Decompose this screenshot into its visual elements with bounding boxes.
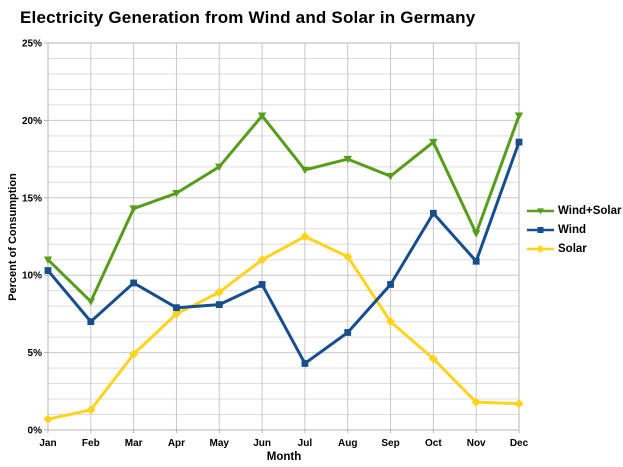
diamond-marker — [514, 399, 524, 409]
y-tick-label: 25% — [22, 39, 42, 50]
square-marker — [44, 267, 52, 274]
triangle-down-marker — [215, 163, 224, 172]
series-line-wind-solar — [46, 114, 521, 304]
triangle-down-legend-icon — [527, 208, 554, 215]
diamond-marker — [129, 349, 139, 359]
triangle-down-marker — [471, 230, 481, 238]
triangle-down-marker — [343, 155, 352, 164]
legend-label: Wind — [558, 224, 586, 236]
diamond-marker — [471, 397, 481, 407]
y-tick-label: 0% — [28, 426, 43, 437]
y-tick-label: 5% — [28, 348, 43, 359]
triangle-down-marker — [172, 189, 181, 198]
x-tick-label: Sep — [381, 438, 399, 449]
chart-legend: Wind+Solar Wind Solar — [527, 203, 621, 257]
x-axis-title: Month — [266, 451, 302, 463]
diamond-marker — [43, 414, 53, 424]
legend-label: Solar — [558, 243, 587, 255]
triangle-down-marker — [257, 112, 267, 120]
x-tick-label: Oct — [425, 438, 442, 449]
y-tick-label: 10% — [22, 271, 42, 282]
y-tick-label: 15% — [22, 193, 42, 204]
x-tick-label: Jun — [253, 438, 271, 449]
x-tick-label: Nov — [467, 438, 486, 449]
square-marker — [258, 281, 266, 288]
plot-border — [47, 42, 520, 431]
x-tick-label: Apr — [168, 438, 185, 449]
diamond-marker — [214, 287, 224, 297]
y-tick-label: 20% — [22, 116, 42, 127]
square-marker — [344, 329, 352, 336]
x-tick-label: Mar — [125, 438, 143, 449]
triangle-down-marker — [514, 112, 524, 120]
triangle-down-marker — [129, 205, 138, 213]
diamond-legend-icon — [527, 245, 554, 253]
series-line-solar — [46, 235, 521, 421]
square-marker — [215, 301, 223, 309]
diamond-marker — [428, 354, 438, 364]
x-tick-label: May — [210, 438, 230, 449]
square-legend-icon — [527, 227, 554, 233]
square-marker — [515, 138, 523, 146]
triangle-down-marker — [429, 138, 438, 147]
chart-title: Electricity Generation from Wind and Sol… — [20, 8, 476, 27]
square-marker — [472, 257, 480, 265]
square-marker — [429, 209, 437, 217]
legend-item-wind-solar: Wind+Solar — [527, 203, 621, 219]
legend-item-wind: Wind — [527, 222, 621, 238]
triangle-down-marker — [300, 166, 310, 175]
diamond-marker — [385, 317, 396, 327]
legend-label: Wind+Solar — [558, 205, 622, 217]
diamond-marker — [300, 231, 310, 242]
x-tick-label: Jul — [298, 438, 313, 449]
diamond-marker — [257, 255, 267, 265]
triangle-down-marker — [86, 298, 96, 306]
square-marker — [387, 281, 394, 288]
diamond-marker — [171, 309, 182, 319]
x-tick-label: Feb — [82, 438, 100, 449]
square-marker — [173, 304, 180, 312]
square-marker — [87, 318, 95, 326]
square-marker — [301, 360, 309, 367]
series-line-wind — [46, 140, 521, 365]
diamond-marker — [343, 252, 353, 262]
diamond-marker — [86, 405, 96, 415]
x-tick-label: Jan — [39, 438, 56, 449]
triangle-down-marker — [43, 256, 53, 264]
square-marker — [130, 279, 138, 287]
triangle-down-marker — [386, 172, 395, 181]
x-tick-label: Aug — [338, 438, 357, 449]
legend-item-solar: Solar — [527, 241, 621, 257]
x-tick-label: Dec — [510, 438, 529, 449]
